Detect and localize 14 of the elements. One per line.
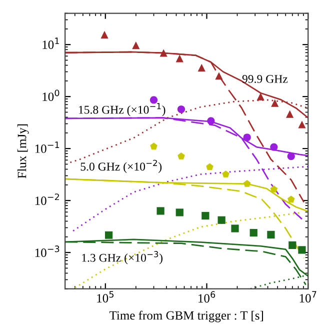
y-tick-label: 10$^{0}$ [42,90,60,102]
y-axis-title: Flux [mJy] [17,124,29,178]
y-tick-label: 10$^{−1}$ [35,142,60,153]
y-tick-label: 10$^{−2}$ [35,194,59,205]
x-tick-label: 10$^{6}$ [198,291,216,303]
annotation: 99.9 GHz [242,74,288,83]
y-tick-label: 10$^{1}$ [42,38,59,49]
annotation: 1.3 GHz (×10$^{−3}$) [82,251,162,264]
x-tick-label: 10$^{7}$ [300,291,316,302]
y-tick-label: 10$^{−3}$ [35,246,60,257]
x-tick-label: 10$^{5}$ [97,291,114,302]
annotation: 5.0 GHz (×10$^{−2}$) [80,160,162,173]
annotation: 15.8 GHz (×10$^{−1}$) [78,103,166,116]
x-axis-title: Time from GBM trigger : T [s] [109,310,263,322]
